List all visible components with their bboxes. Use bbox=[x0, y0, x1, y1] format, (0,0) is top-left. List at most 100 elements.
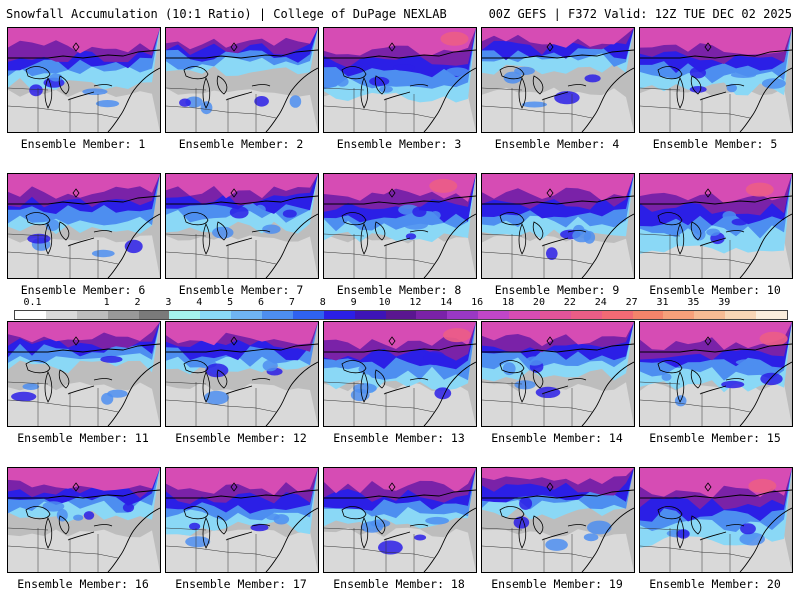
peak-snow-area bbox=[443, 328, 472, 343]
location-marker-icon bbox=[72, 42, 80, 52]
snow-cluster bbox=[336, 76, 349, 87]
snow-cluster bbox=[519, 497, 533, 510]
atlantic-coastline bbox=[423, 67, 476, 132]
legend-swatch bbox=[45, 311, 77, 319]
location-marker-icon bbox=[704, 42, 712, 52]
trace-snow-area bbox=[324, 87, 476, 132]
lake-ontario-outline bbox=[93, 378, 113, 381]
lake-michigan-outline bbox=[202, 517, 211, 549]
ensemble-map-panel bbox=[481, 321, 635, 427]
ensemble-map-panel bbox=[7, 173, 161, 279]
legend-label: 7 bbox=[288, 297, 295, 308]
us-canada-border bbox=[482, 195, 634, 205]
snow-cluster bbox=[353, 383, 377, 394]
ensemble-map-panel bbox=[481, 467, 635, 573]
location-marker-icon bbox=[388, 42, 396, 52]
snow-cluster bbox=[535, 386, 561, 398]
snow-cluster bbox=[739, 532, 765, 546]
ensemble-map-panel bbox=[7, 467, 161, 573]
legend-label: 31 bbox=[656, 297, 669, 308]
legend-swatch bbox=[231, 311, 262, 319]
lake-huron-outline bbox=[532, 75, 544, 95]
snow-cluster bbox=[262, 224, 281, 234]
atlantic-coastline bbox=[581, 361, 634, 426]
legend-label: 4 bbox=[196, 297, 203, 308]
location-marker-icon bbox=[72, 336, 80, 346]
location-marker-icon bbox=[388, 482, 396, 492]
legend-swatch bbox=[354, 311, 386, 319]
snow-cluster bbox=[73, 514, 84, 521]
us-canada-border bbox=[482, 343, 634, 353]
legend-label: 35 bbox=[687, 297, 700, 308]
ensemble-map-panel bbox=[323, 27, 477, 133]
lake-huron-outline bbox=[374, 75, 386, 95]
lake-ontario-outline bbox=[567, 378, 587, 381]
lake-superior-outline bbox=[341, 506, 367, 520]
trace-snow-area bbox=[482, 87, 634, 132]
extreme-snow-band bbox=[482, 28, 634, 48]
location-marker-icon bbox=[546, 188, 554, 198]
lake-erie-outline bbox=[383, 531, 411, 541]
snow-cluster bbox=[412, 206, 427, 217]
location-marker-icon bbox=[546, 482, 554, 492]
snow-cluster bbox=[434, 387, 452, 400]
ensemble-member-caption: Ensemble Member: 7 bbox=[178, 283, 304, 297]
snow-cluster bbox=[185, 536, 211, 548]
trace-snow-area bbox=[166, 88, 318, 132]
state-borders bbox=[482, 381, 593, 426]
snow-cluster bbox=[212, 226, 234, 239]
lake-superior-outline bbox=[341, 66, 367, 80]
legend-label: 22 bbox=[563, 297, 576, 308]
legend-swatch bbox=[478, 311, 509, 319]
snow-cluster bbox=[445, 67, 469, 76]
lake-superior-outline bbox=[657, 360, 683, 374]
atlantic-coastline bbox=[581, 507, 634, 572]
lake-superior-outline bbox=[25, 212, 51, 226]
location-marker-icon bbox=[72, 188, 80, 198]
lake-ontario-outline bbox=[409, 524, 429, 527]
location-marker-icon bbox=[230, 336, 238, 346]
legend-label: 5 bbox=[227, 297, 234, 308]
snow-cluster bbox=[661, 373, 672, 381]
lake-huron-outline bbox=[58, 515, 70, 535]
lake-erie-outline bbox=[699, 385, 727, 395]
legend-swatch bbox=[138, 311, 170, 319]
trace-snow-area bbox=[324, 233, 476, 278]
lake-ontario-outline bbox=[251, 230, 271, 233]
legend-label: 39 bbox=[718, 297, 731, 308]
atlantic-coastline bbox=[423, 213, 476, 278]
lake-michigan-outline bbox=[360, 77, 369, 109]
snow-cluster bbox=[379, 85, 393, 93]
lake-superior-outline bbox=[25, 360, 51, 374]
ensemble-member-caption: Ensemble Member: 13 bbox=[333, 431, 465, 445]
lake-superior-outline bbox=[183, 66, 209, 80]
legend-label: 3 bbox=[165, 297, 172, 308]
ensemble-member-caption: Ensemble Member: 2 bbox=[178, 137, 304, 151]
ensemble-map-panel bbox=[165, 27, 319, 133]
snow-cluster bbox=[42, 501, 65, 512]
snow-cluster bbox=[11, 391, 37, 402]
extreme-snow-band bbox=[640, 28, 792, 55]
trace-snow-area bbox=[8, 89, 160, 132]
lake-erie-outline bbox=[541, 385, 569, 395]
snow-cluster bbox=[83, 511, 95, 520]
us-canada-border bbox=[324, 489, 476, 499]
snow-cluster bbox=[273, 514, 290, 525]
state-borders bbox=[640, 381, 751, 426]
ensemble-member-caption: Ensemble Member: 3 bbox=[336, 137, 462, 151]
lake-ontario-outline bbox=[567, 230, 587, 233]
snow-cluster bbox=[584, 74, 601, 83]
lake-erie-outline bbox=[67, 91, 95, 101]
lake-michigan-outline bbox=[44, 77, 53, 109]
state-borders bbox=[166, 87, 277, 132]
lake-huron-outline bbox=[690, 221, 702, 241]
lake-michigan-outline bbox=[518, 223, 527, 255]
snow-cluster bbox=[761, 78, 786, 89]
snow-cluster bbox=[378, 540, 403, 555]
atlantic-coastline bbox=[265, 507, 318, 572]
legend-swatch bbox=[663, 311, 695, 319]
legend-swatch bbox=[632, 311, 664, 319]
snow-cluster bbox=[414, 534, 427, 541]
peak-snow-area bbox=[440, 31, 469, 46]
lake-huron-outline bbox=[374, 369, 386, 389]
